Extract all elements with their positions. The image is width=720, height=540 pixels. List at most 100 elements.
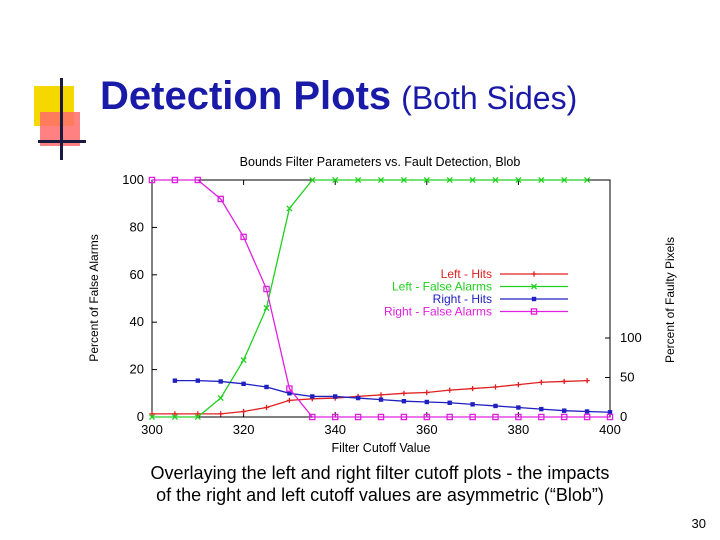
data-point-left-hits: [149, 411, 155, 417]
data-point-left-false-alarms: [355, 176, 362, 184]
caption-line-2: of the right and left cutoff values are …: [156, 485, 604, 505]
data-point-right-hits: [264, 384, 269, 390]
series-left-false-alarms: [148, 176, 591, 421]
data-point-right-false-alarms: [583, 413, 591, 421]
data-point-left-false-alarms: [492, 176, 499, 184]
data-point-right-hits: [241, 381, 246, 387]
data-point-right-false-alarms: [492, 413, 499, 421]
data-point-left-false-alarms: [240, 357, 247, 364]
series-line-left-hits: [152, 380, 588, 415]
detection-chart: Bounds Filter Parameters vs. Fault Detec…: [87, 155, 677, 455]
chart-title: Bounds Filter Parameters vs. Fault Detec…: [240, 155, 521, 169]
data-point-right-hits: [195, 378, 200, 383]
legend-label: Left - Hits: [441, 267, 492, 281]
data-point-right-hits: [424, 399, 429, 405]
data-point-right-hits: [447, 400, 452, 405]
x-tick-label: 380: [508, 422, 530, 437]
series-right-false-alarms: [148, 176, 614, 421]
slide-accent-vertical-line: [60, 78, 63, 160]
data-point-right-false-alarms: [217, 195, 224, 203]
y-tick-label-left: 80: [130, 219, 144, 234]
data-point-right-hits: [333, 394, 338, 399]
x-tick-label: 320: [233, 422, 255, 437]
slide-title-main: Detection Plots: [100, 74, 392, 118]
legend-swatch-marker: [530, 308, 538, 315]
data-point-left-false-alarms: [263, 304, 270, 312]
data-point-right-false-alarms: [286, 385, 293, 392]
data-point-right-false-alarms: [194, 176, 202, 184]
data-point-right-hits: [172, 378, 178, 383]
x-tick-label: 400: [599, 422, 621, 437]
x-tick-label: 360: [416, 422, 438, 437]
data-point-left-hits: [263, 404, 270, 411]
slide-title: Detection Plots (Both Sides): [100, 74, 577, 119]
data-point-right-false-alarms: [331, 413, 339, 421]
data-point-right-false-alarms: [148, 176, 156, 184]
data-point-left-false-alarms: [377, 176, 385, 184]
slide-title-sub: (Both Sides): [401, 80, 578, 116]
data-point-left-hits: [401, 390, 407, 396]
data-point-right-false-alarms: [606, 413, 614, 421]
data-point-right-hits: [516, 405, 521, 410]
y-tick-label-left: 0: [137, 409, 144, 424]
data-point-left-hits: [492, 384, 499, 390]
data-point-right-false-alarms: [515, 413, 522, 421]
data-point-left-false-alarms: [286, 205, 293, 212]
data-point-right-false-alarms: [423, 413, 431, 421]
data-point-right-hits: [378, 397, 384, 402]
legend-label: Left - False Alarms: [392, 280, 492, 294]
legend-swatch-marker: [531, 271, 537, 277]
data-point-left-false-alarms: [584, 176, 591, 184]
data-point-left-false-alarms: [538, 176, 545, 184]
data-point-left-hits: [584, 378, 590, 384]
data-point-left-hits: [538, 379, 544, 385]
data-point-left-hits: [195, 411, 201, 417]
legend-swatch-marker: [531, 296, 537, 302]
series-line-right-hits: [174, 380, 611, 413]
data-point-right-false-alarms: [400, 413, 408, 421]
data-point-left-false-alarms: [469, 176, 476, 184]
data-point-left-hits: [561, 378, 567, 385]
data-point-left-hits: [447, 387, 453, 393]
data-point-left-hits: [424, 389, 430, 396]
data-point-left-hits: [286, 397, 292, 404]
data-point-right-false-alarms: [446, 413, 453, 421]
data-point-right-hits: [310, 394, 315, 399]
data-point-right-false-alarms: [354, 413, 362, 421]
y-tick-label-left: 100: [122, 172, 144, 187]
data-point-left-false-alarms: [561, 176, 568, 184]
data-point-left-false-alarms: [309, 176, 316, 184]
data-point-left-hits: [470, 385, 476, 392]
data-point-left-false-alarms: [446, 176, 453, 184]
data-point-right-hits: [470, 402, 475, 407]
data-point-left-false-alarms: [400, 176, 407, 184]
y-tick-label-left: 20: [130, 362, 144, 377]
series-group: [148, 176, 614, 421]
data-point-right-false-alarms: [171, 176, 179, 184]
page-number: 30: [691, 516, 706, 531]
data-point-right-hits: [584, 409, 590, 414]
data-point-right-hits: [539, 406, 544, 412]
y-tick-label-left: 40: [130, 314, 144, 329]
y-tick-label-right: 100: [620, 330, 642, 345]
y-tick-label-left: 60: [130, 267, 144, 282]
x-tick-label: 300: [141, 422, 163, 437]
series-line-left-false-alarms: [152, 179, 588, 418]
data-point-right-hits: [562, 408, 567, 413]
data-point-right-false-alarms: [560, 413, 568, 421]
legend-label: Right - False Alarms: [384, 305, 492, 319]
y-tick-label-right: 50: [620, 370, 634, 385]
data-point-left-hits: [515, 382, 521, 388]
y-axis-label-right: Percent of Faulty Pixels: [663, 237, 677, 363]
series-right-hits: [172, 378, 613, 415]
data-point-left-false-alarms: [148, 413, 156, 421]
data-point-left-false-alarms: [332, 176, 339, 184]
data-point-right-hits: [607, 410, 613, 415]
y-tick-label-right: 0: [620, 409, 627, 424]
series-line-right-false-alarms: [152, 179, 610, 418]
series-left-hits: [149, 378, 590, 417]
data-point-right-false-alarms: [309, 413, 316, 421]
data-point-right-false-alarms: [263, 285, 270, 293]
